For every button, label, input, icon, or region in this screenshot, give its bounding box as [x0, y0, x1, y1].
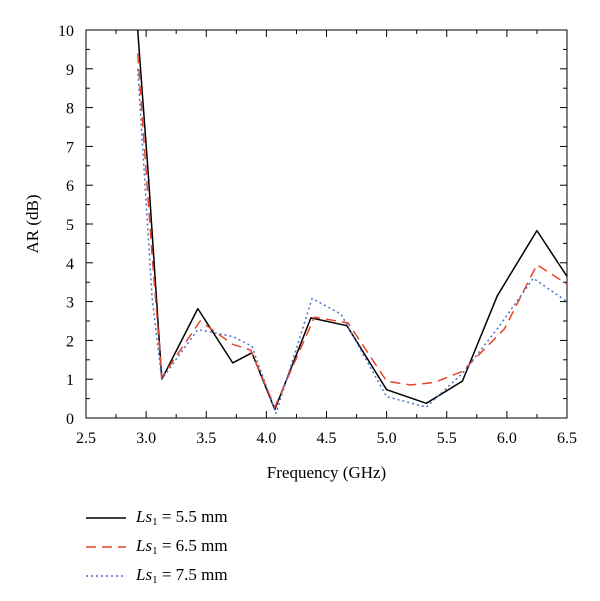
y-tick-label: 4 [66, 256, 74, 273]
axis-ticks [85, 29, 568, 419]
legend-label: Ls1 = 5.5 mm [136, 507, 228, 528]
x-tick-label: 3.5 [196, 430, 216, 447]
y-tick-label: 8 [66, 101, 74, 118]
y-tick-label: 6 [66, 178, 74, 195]
axis-tick-labels: 2.5 3.0 3.5 4.0 4.5 5.0 5.5 6.0 6.5 0 1 2 3 4 5 6 7 8 9 10 [58, 23, 577, 447]
legend-swatch-dashed [86, 545, 126, 548]
series-lines [136, 29, 568, 415]
legend-swatch-dotted [86, 574, 126, 577]
plot-frame [85, 29, 568, 419]
legend-item: Ls1 = 6.5 mm [86, 532, 228, 561]
x-tick-label: 4.5 [317, 430, 337, 447]
y-axis-title: AR (dB) [23, 194, 42, 253]
x-tick-label: 5.0 [377, 430, 397, 447]
y-tick-label: 3 [66, 295, 74, 312]
x-tick-label: 2.5 [76, 430, 96, 447]
y-tick-label: 7 [66, 139, 74, 156]
y-tick-label: 0 [66, 411, 74, 428]
series-line-solid [136, 29, 568, 411]
y-tick-label: 2 [66, 333, 74, 350]
y-tick-label: 10 [58, 23, 74, 40]
legend: Ls1 = 5.5 mm Ls1 = 6.5 mm Ls1 = 7.5 mm [86, 503, 228, 590]
x-tick-label: 6.0 [497, 430, 517, 447]
series-line-dashed [136, 53, 568, 408]
x-tick-label: 6.5 [557, 430, 577, 447]
x-axis-title: Frequency (GHz) [267, 463, 386, 482]
y-tick-label: 9 [66, 62, 74, 79]
y-tick-label: 1 [66, 372, 74, 389]
x-tick-label: 5.5 [437, 430, 457, 447]
legend-item: Ls1 = 5.5 mm [86, 503, 228, 532]
x-tick-label: 4.0 [256, 430, 276, 447]
legend-swatch-solid [86, 516, 126, 519]
legend-item: Ls1 = 7.5 mm [86, 561, 228, 590]
legend-label: Ls1 = 7.5 mm [136, 565, 228, 586]
legend-label: Ls1 = 6.5 mm [136, 536, 228, 557]
x-tick-label: 3.0 [136, 430, 156, 447]
series-line-dotted [136, 68, 568, 415]
y-tick-label: 5 [66, 217, 74, 234]
